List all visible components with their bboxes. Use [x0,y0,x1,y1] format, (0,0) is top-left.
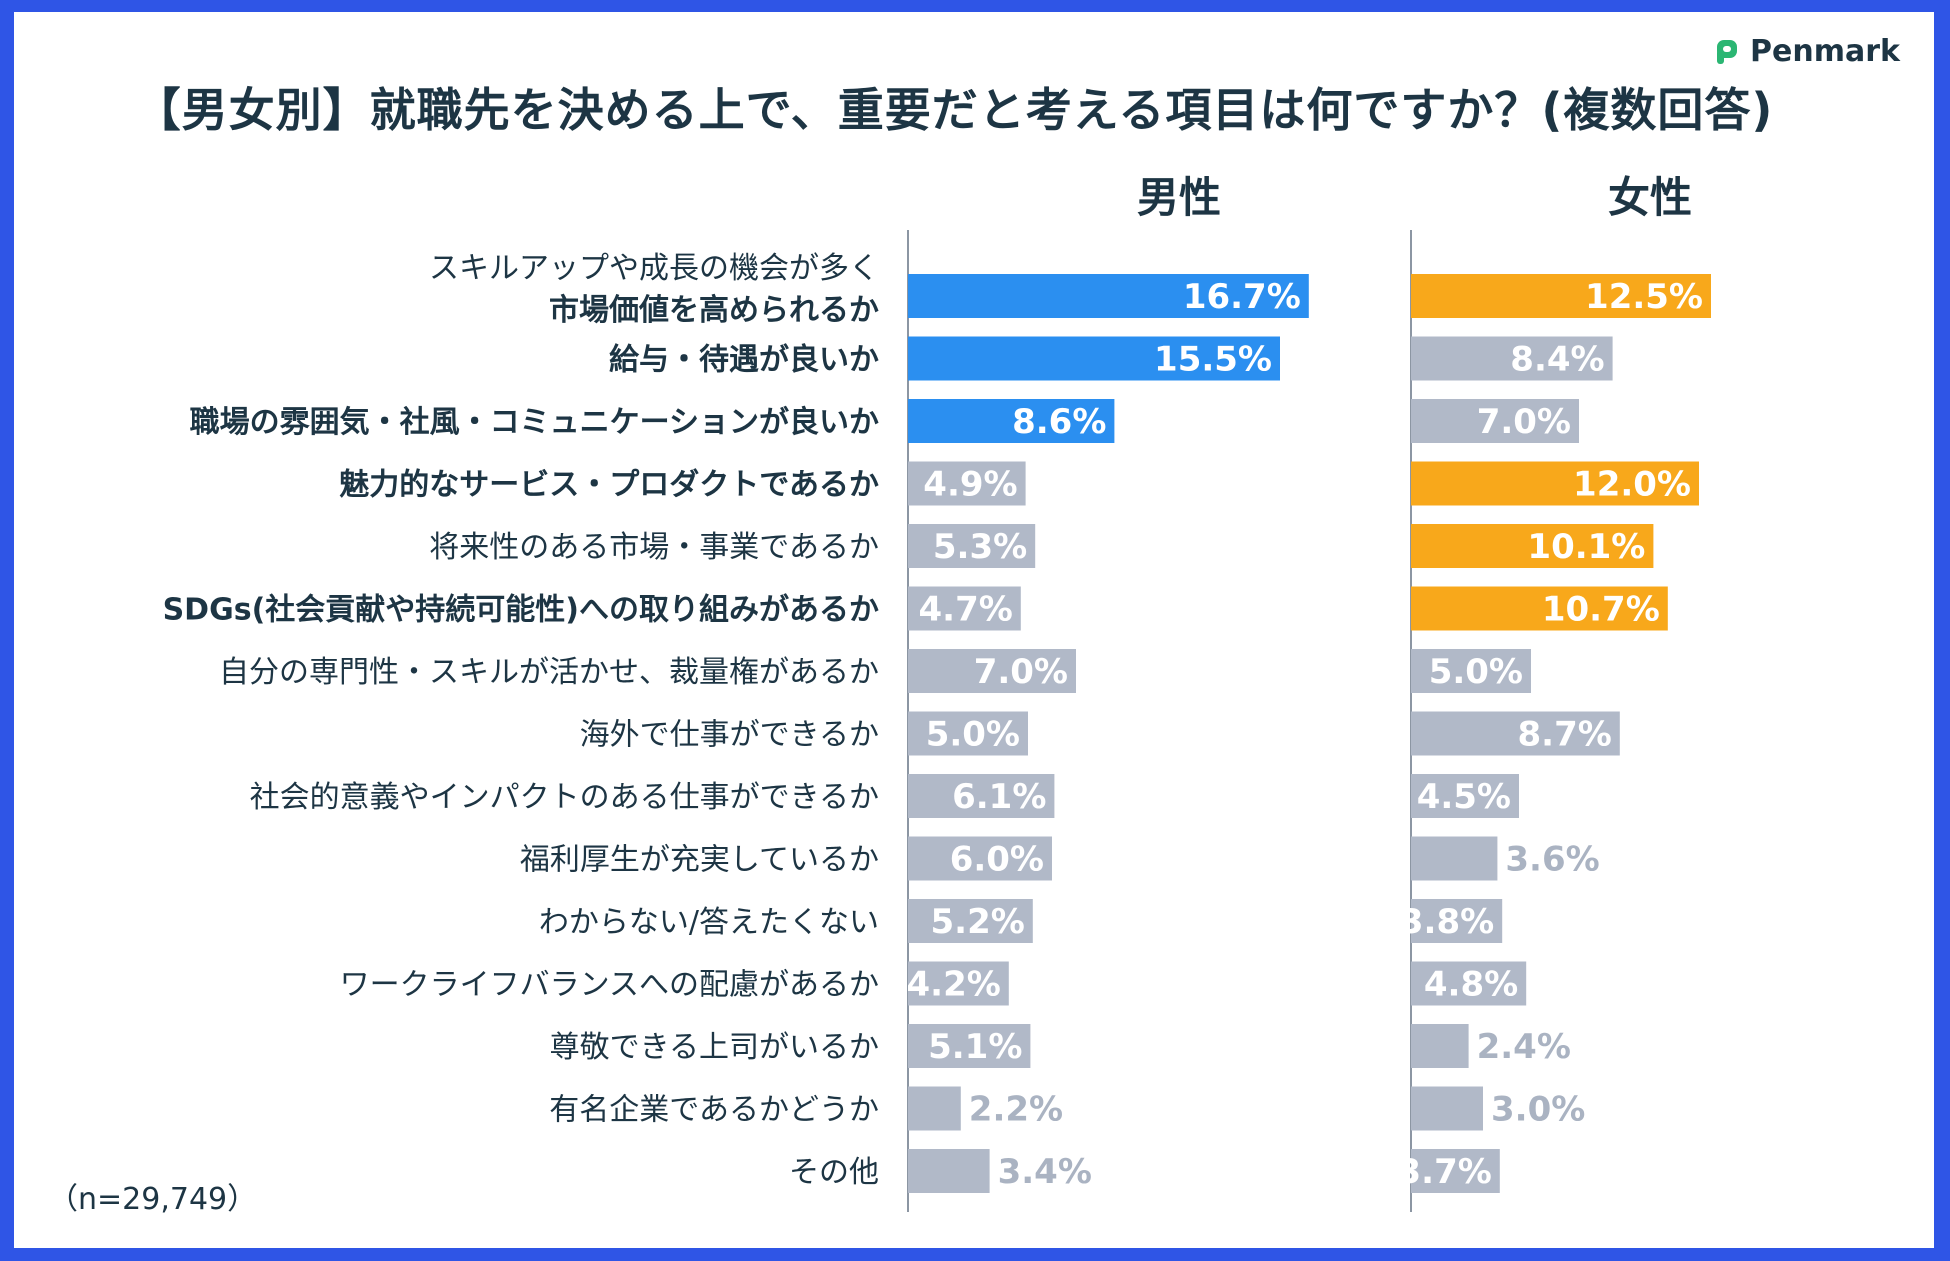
data-label: 6.1% [952,777,1046,817]
bar [908,961,1009,1006]
data-label: 5.0% [926,715,1020,755]
category-label: 将来性のある市場・事業であるか [429,530,879,565]
chart-title: 【男女別】就職先を決める上で、重要だと考える項目は何ですか？(複数回答) [134,83,1774,137]
data-label: 4.2% [907,965,1001,1005]
data-label: 8.6% [1012,402,1106,442]
bar [1411,1024,1469,1068]
bar [1411,524,1654,568]
data-label: 4.7% [919,590,1013,630]
data-label: 5.2% [931,902,1025,942]
penmark-logo-text: Penmark [1750,34,1900,69]
data-label: 3.4% [998,1152,1092,1192]
bar [908,274,1309,318]
bar [908,899,1033,943]
category-label: 職場の雰囲気・社風・コミュニケーションが良いか [190,405,879,440]
category-label: 魅力的なサービス・プロダクトであるか [339,468,879,503]
data-label: 8.7% [1518,715,1612,755]
data-label: 4.5% [1417,777,1511,817]
category-label: 尊敬できる上司がいるか [550,1030,879,1065]
bar [908,524,1036,568]
bar [908,649,1076,693]
penmark-logo: Penmark [1714,34,1900,69]
data-label: 2.4% [1477,1027,1571,1067]
bar [1411,961,1527,1006]
data-label: 3.0% [1491,1090,1585,1130]
bar [908,399,1115,443]
bar [1411,399,1579,443]
category-label: その他 [789,1155,879,1190]
data-label: 4.8% [1424,965,1518,1005]
bar [1411,649,1531,693]
data-label: 2.2% [969,1090,1063,1130]
bar [908,836,1052,881]
category-label: SDGs(社会貢献や持続可能性)への取り組みがあるか [163,593,879,628]
bar [1411,774,1519,818]
data-label: 3.6% [1505,840,1599,880]
category-label: スキルアップや成長の機会が多く [429,251,879,286]
category-label: わからない/答えたくない [539,905,879,940]
data-label: 3.8% [1400,902,1494,942]
bar [908,336,1280,381]
bar [908,461,1026,506]
sample-size-note: （n=29,749） [48,1182,258,1217]
category-label: 海外で仕事ができるか [580,718,879,753]
bar [1411,461,1699,506]
bar [1411,899,1503,943]
series-header-1: 女性 [1608,173,1692,222]
data-label: 5.1% [928,1027,1022,1067]
bar [1411,274,1711,318]
bar [908,1024,1031,1068]
bar [908,586,1021,631]
series-header-0: 男性 [1137,173,1221,222]
bar [1411,336,1613,381]
data-label: 3.7% [1398,1152,1492,1192]
bar-chart: 男性 女性スキルアップや成長の機会が多く市場価値を高められるか給与・待遇が良いか職… [163,173,1711,1212]
category-label: ワークライフバランスへの配慮があるか [340,968,879,1003]
category-label: 社会的意義やインパクトのある仕事ができるか [250,780,879,815]
category-label: 自分の専門性・スキルが活かせ、裁量権があるか [219,655,879,690]
data-label: 15.5% [1154,340,1272,380]
data-label: 6.0% [950,840,1044,880]
chart-card: Penmark 【男女別】就職先を決める上で、重要だと考える項目は何ですか？(複… [14,12,1934,1248]
penmark-logo-icon [1717,39,1738,64]
bar [1411,836,1498,881]
category-label: 福利厚生が充実しているか [520,843,879,878]
data-label: 7.0% [974,652,1068,692]
bar [1411,586,1668,631]
bar [1411,711,1620,756]
data-label: 16.7% [1183,277,1301,317]
category-label: 市場価値を高められるか [549,293,879,328]
data-label: 5.3% [933,527,1027,567]
data-label: 10.7% [1542,590,1660,630]
category-label: 給与・待遇が良いか [609,343,879,378]
bar [1411,1086,1483,1131]
bar [908,1149,990,1193]
data-label: 5.0% [1429,652,1523,692]
data-label: 12.5% [1585,277,1703,317]
bar [908,774,1055,818]
bar [1411,1149,1500,1193]
data-label: 4.9% [923,465,1017,505]
category-label: 有名企業であるかどうか [549,1093,879,1128]
data-label: 12.0% [1573,465,1691,505]
data-label: 7.0% [1477,402,1571,442]
bar [908,1086,961,1131]
data-label: 8.4% [1510,340,1604,380]
data-label: 10.1% [1527,527,1645,567]
bar [908,711,1028,756]
